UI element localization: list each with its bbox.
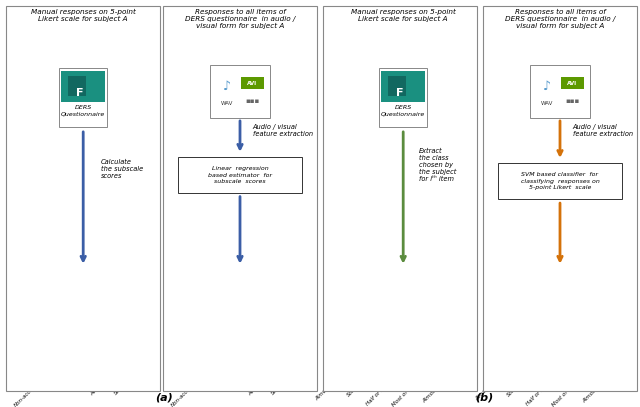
- Text: DERS
Questionnaire: DERS Questionnaire: [381, 105, 426, 116]
- Bar: [552, 296, 565, 368]
- Text: Extract
the class
chosen by
the subject
for iᵗʰ item: Extract the class chosen by the subject …: [419, 148, 456, 182]
- Text: Responses to all items of
DERS questionnaire  in audio /
visual form for subject: Responses to all items of DERS questionn…: [185, 9, 295, 29]
- Bar: [64, 325, 76, 368]
- Text: Calculate
the subscale
scores: Calculate the subscale scores: [101, 159, 143, 179]
- Text: ▪▪▪: ▪▪▪: [245, 98, 259, 104]
- Bar: [131, 293, 142, 368]
- Bar: [200, 348, 212, 368]
- Text: F: F: [76, 88, 83, 98]
- Text: ♪: ♪: [543, 80, 550, 93]
- Text: (a): (a): [156, 392, 173, 402]
- Text: WAV: WAV: [220, 101, 233, 106]
- Text: Audio / visual
feature extraction: Audio / visual feature extraction: [253, 124, 313, 137]
- Text: F: F: [396, 88, 403, 98]
- Bar: [42, 337, 54, 368]
- Text: Responses to all items of
DERS questionnaire  in audio /
visual form for subject: Responses to all items of DERS questionn…: [505, 9, 615, 29]
- Bar: [221, 318, 234, 368]
- Text: SVM based classifier  for
classifying  responses on
5-point Likert  scale: SVM based classifier for classifying res…: [520, 172, 600, 190]
- Bar: [266, 318, 278, 368]
- Text: AVI: AVI: [567, 81, 577, 85]
- Text: (b): (b): [476, 392, 493, 402]
- Text: Manual responses on 5-point
Likert scale for subject A: Manual responses on 5-point Likert scale…: [31, 9, 136, 22]
- Text: ♪: ♪: [223, 80, 230, 93]
- Bar: [86, 311, 99, 368]
- Bar: [365, 296, 378, 368]
- Text: Linear  regression
based estimator  for
subscale  scores: Linear regression based estimator for su…: [208, 166, 272, 184]
- Text: ▪▪▪: ▪▪▪: [565, 98, 579, 104]
- Text: WAV: WAV: [540, 101, 553, 106]
- Text: DERS
Questionnaire: DERS Questionnaire: [61, 105, 106, 116]
- Text: Audio / visual
feature extraction: Audio / visual feature extraction: [573, 124, 633, 137]
- Bar: [244, 329, 256, 368]
- Bar: [178, 330, 189, 368]
- Bar: [20, 342, 32, 368]
- Text: Manual responses on 5-point
Likert scale for subject A: Manual responses on 5-point Likert scale…: [351, 9, 456, 22]
- Bar: [108, 327, 120, 368]
- Text: AVI: AVI: [247, 81, 257, 85]
- Bar: [288, 287, 300, 368]
